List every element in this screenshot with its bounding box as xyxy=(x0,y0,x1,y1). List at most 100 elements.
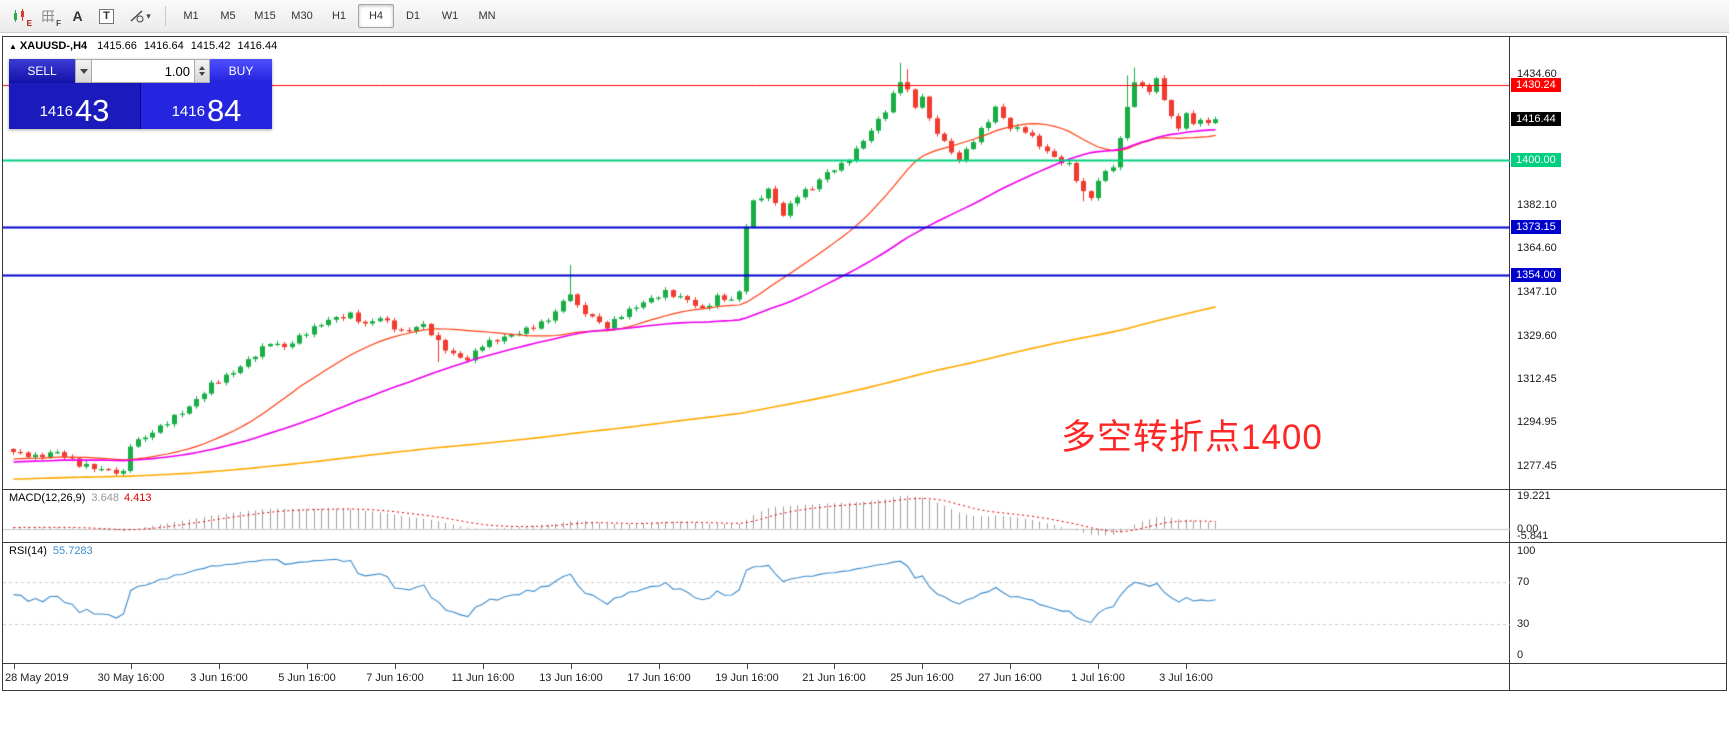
mini-candles-icon[interactable]: E xyxy=(6,4,33,28)
time-tick xyxy=(1010,664,1011,669)
volume-stepper[interactable] xyxy=(195,59,210,83)
buy-price[interactable]: 1416 84 xyxy=(141,83,272,129)
time-label: 28 May 2019 xyxy=(5,672,69,684)
price-tick-label: 1277.45 xyxy=(1517,459,1557,472)
rsi-row: RSI(14) 55.7283 100 70 30 0 xyxy=(3,543,1726,664)
macd-value-signal: 4.413 xyxy=(123,492,152,504)
ohlc-open: 1415.66 xyxy=(97,40,137,52)
sell-price[interactable]: 1416 43 xyxy=(9,83,141,129)
text-label-icon[interactable]: A xyxy=(72,8,83,24)
price-axis[interactable]: 1434.60 1382.10 1364.60 1347.10 1329.60 1312.… xyxy=(1511,37,1726,489)
time-tick xyxy=(219,664,220,669)
time-label: 5 Jun 16:00 xyxy=(278,672,336,684)
time-tick xyxy=(571,664,572,669)
macd-value-main: 3.648 xyxy=(91,492,119,504)
trade-panel-prices: 1416 43 1416 84 xyxy=(9,83,272,129)
ohlc-low: 1415.42 xyxy=(190,40,231,52)
time-tick xyxy=(307,664,308,669)
macd-tick-label: 0.00 xyxy=(1517,522,1539,535)
timeframe-d1[interactable]: D1 xyxy=(405,10,421,22)
rsi-tick-label: 30 xyxy=(1517,617,1530,630)
time-tick xyxy=(483,664,484,669)
volume-dropdown-button[interactable] xyxy=(75,59,92,83)
time-tick xyxy=(1098,664,1099,669)
price-tick-label: 1382.10 xyxy=(1517,198,1557,211)
rsi-area[interactable]: RSI(14) 55.7283 xyxy=(3,543,1510,663)
dropdown-caret-icon: ▾ xyxy=(146,10,151,21)
timeframe-m1[interactable]: M1 xyxy=(183,10,199,22)
timeframe-w1[interactable]: W1 xyxy=(441,10,459,22)
buy-button[interactable]: BUY xyxy=(210,59,272,83)
tool-sub-letter: F xyxy=(56,19,61,28)
price-tick-label: 1329.60 xyxy=(1517,329,1557,342)
timeframe-m5[interactable]: M5 xyxy=(220,10,236,22)
time-tick xyxy=(834,664,835,669)
macd-tick-label: -5.841 xyxy=(1517,530,1549,542)
tool-sub-letter: E xyxy=(26,19,32,28)
volume-input[interactable]: 1.00 xyxy=(92,59,195,83)
time-tick xyxy=(1186,664,1187,669)
symbol-label: XAUUSD-,H4 xyxy=(19,40,88,52)
rsi-tick-label: 70 xyxy=(1517,576,1530,589)
ohlc-close: 1416.44 xyxy=(237,40,278,52)
rsi-axis[interactable]: 100 70 30 0 xyxy=(1511,543,1726,663)
sell-button[interactable]: SELL xyxy=(9,59,75,83)
collapse-arrow-icon[interactable]: ▲ xyxy=(9,42,17,51)
time-label: 21 Jun 16:00 xyxy=(802,672,866,684)
price-tick-label: 1312.45 xyxy=(1517,372,1557,385)
price-tick-label: 1364.60 xyxy=(1517,242,1557,255)
time-tick xyxy=(131,664,132,669)
text-box-icon[interactable]: T xyxy=(93,4,120,28)
time-tick xyxy=(14,664,15,669)
timeframe-m30[interactable]: M30 xyxy=(291,10,313,22)
grid-icon[interactable]: F xyxy=(35,4,62,28)
time-axis-row: 28 May 2019 30 May 16:00 3 Jun 16:00 5 Jun … xyxy=(3,664,1726,690)
level-price-badge: 1430.24 xyxy=(1511,77,1561,92)
macd-label: MACD(12,26,9) 3.648 4.413 xyxy=(9,492,151,504)
time-label: 1 Jul 16:00 xyxy=(1071,672,1125,684)
time-label: 17 Jun 16:00 xyxy=(627,672,691,684)
macd-axis[interactable]: 19.221 0.00 -5.841 xyxy=(1511,490,1726,542)
time-label: 25 Jun 16:00 xyxy=(890,672,954,684)
chart-annotation: 多空转折点1400 xyxy=(1061,418,1323,457)
rsi-name: RSI(14) xyxy=(9,545,47,557)
price-chart-area[interactable]: ▲ XAUUSD-,H4 1415.66 1416.64 1415.42 1416.44 … xyxy=(3,37,1510,489)
time-tick xyxy=(395,664,396,669)
time-axis[interactable]: 28 May 2019 30 May 16:00 3 Jun 16:00 5 Jun … xyxy=(3,664,1510,690)
chart-window: ▲ XAUUSD-,H4 1415.66 1416.64 1415.42 1416.44 … xyxy=(2,36,1727,691)
timeframe-mn[interactable]: MN xyxy=(478,10,496,22)
time-axis-corner xyxy=(1511,664,1726,690)
time-label: 19 Jun 16:00 xyxy=(715,672,779,684)
draw-tools-glyph xyxy=(130,10,144,23)
level-price-badge: 1354.00 xyxy=(1511,267,1561,282)
rsi-label: RSI(14) 55.7283 xyxy=(9,545,93,557)
time-label: 11 Jun 16:00 xyxy=(451,672,515,684)
timeframe-m15[interactable]: M15 xyxy=(254,10,276,22)
chevron-down-icon xyxy=(79,68,88,74)
macd-area[interactable]: MACD(12,26,9) 3.648 4.413 xyxy=(3,490,1510,542)
macd-tick-label: 19.221 xyxy=(1517,490,1551,502)
price-tick-label: 1434.60 xyxy=(1517,67,1557,80)
time-label: 3 Jun 16:00 xyxy=(190,672,248,684)
stepper-up-icon[interactable] xyxy=(199,66,205,70)
price-tick-label: 1347.10 xyxy=(1517,286,1557,299)
macd-canvas[interactable] xyxy=(3,490,1510,542)
price-chart-row: ▲ XAUUSD-,H4 1415.66 1416.64 1415.42 1416.44 … xyxy=(3,37,1726,490)
time-label: 3 Jul 16:00 xyxy=(1159,672,1213,684)
time-label: 30 May 16:00 xyxy=(97,672,165,684)
timeframe-h1[interactable]: H1 xyxy=(331,10,347,22)
time-tick xyxy=(659,664,660,669)
toolbar-separator xyxy=(165,6,166,26)
time-label: 13 Jun 16:00 xyxy=(539,672,603,684)
stepper-down-icon[interactable] xyxy=(199,72,205,76)
grid-glyph xyxy=(42,10,54,22)
draw-tools-icon[interactable]: ▾ xyxy=(122,4,158,28)
chart-title: ▲ XAUUSD-,H4 1415.66 1416.64 1415.42 1416.44 xyxy=(9,40,284,52)
price-tick-label: 1294.95 xyxy=(1517,416,1557,429)
ohlc-high: 1416.64 xyxy=(143,40,184,52)
rsi-canvas[interactable] xyxy=(3,543,1510,663)
macd-row: MACD(12,26,9) 3.648 4.413 19.221 0.00 -5.841 xyxy=(3,490,1726,543)
timeframe-h4[interactable]: H4 xyxy=(358,4,394,28)
rsi-value: 55.7283 xyxy=(52,545,93,557)
level-price-badge: 1400.00 xyxy=(1511,153,1561,168)
